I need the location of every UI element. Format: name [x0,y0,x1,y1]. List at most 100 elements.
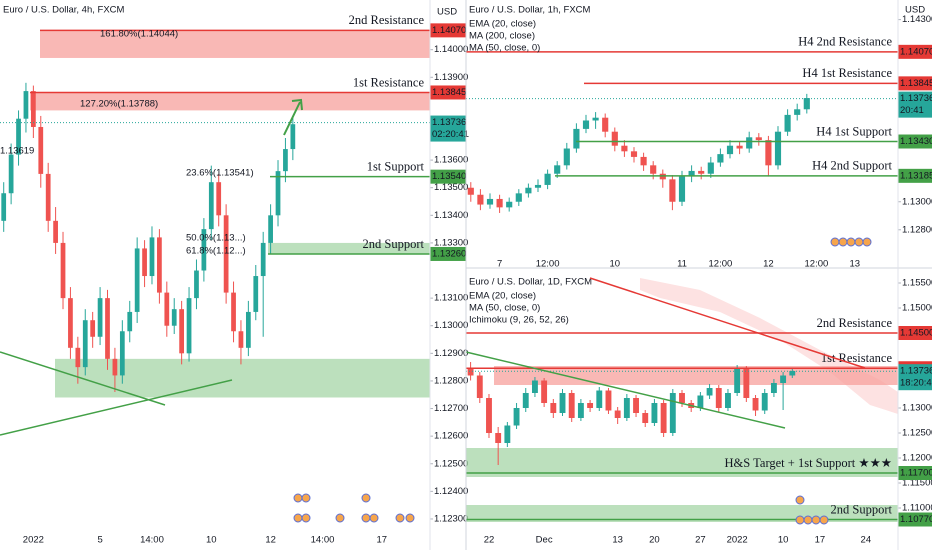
zone [466,505,898,522]
x-tick-label: 7 [497,259,502,270]
x-tick-label: 10 [610,259,621,270]
annotation: 127.20%(1.13788) [80,99,158,110]
last-price-tag [898,91,932,118]
price-tag-label: 1.13185 [900,170,932,181]
candle-body [630,151,638,157]
y-tick-label: 1.13000 [902,403,932,414]
candle-body [283,149,288,172]
candle-body [68,298,73,348]
y-tick-label: 1.13600 [434,155,468,166]
zone [466,448,898,477]
price-tag-label: 1.14500 [900,328,932,339]
last-price-tag [898,364,932,391]
y-tick-label: 1.12300 [434,513,468,524]
candle-body [651,403,658,423]
candle-body [245,311,251,348]
candle-body [794,109,801,115]
candle-body [554,165,561,174]
indicator-legend: EMA (20, close) [469,291,536,302]
candle-body [134,248,140,312]
candle-body [30,91,36,127]
candle-body [736,145,743,149]
price-tag-label: 1.14070 [432,25,466,36]
candle-body [707,162,714,174]
candle-body [568,393,575,418]
level-name: 2nd Support [363,237,425,251]
candle-body [642,413,649,423]
candle-body [582,120,590,129]
last-price-label: 1.13736 [900,366,932,377]
price-tag [898,44,932,59]
candle-body [275,171,281,216]
x-tick-label: Dec [536,535,553,546]
candle-body [789,371,796,376]
candle-body [90,320,96,337]
x-tick-label: 24 [861,535,872,546]
y-tick-label: 1.12400 [434,486,468,497]
price-tag [898,76,932,91]
candle-body [186,298,192,354]
candle-body [1,193,7,221]
zone [30,92,430,111]
price-tag-label: 1.10770 [900,514,932,525]
x-tick-label: 20 [649,535,660,546]
candle-body [179,309,185,354]
x-tick-label: 12:00 [536,259,560,270]
candle-body [75,347,81,368]
candle-body [105,298,110,359]
candle-body [770,383,777,393]
ichimoku-cloud [640,278,898,414]
price-tag [430,169,466,184]
candle-body [201,229,207,271]
candle-body [23,91,29,119]
y-tick-label: 1.13500 [434,182,468,193]
y-tick-label: 1.13400 [434,210,468,221]
candle-body [698,170,705,174]
candle-body [587,403,594,408]
candle-body [765,140,772,166]
candle-body [223,215,229,293]
y-tick-label: 1.12000 [902,453,932,464]
y-tick-label: 1.12800 [902,224,932,235]
candle-body [53,220,58,243]
annotation: 1.13619 [0,146,34,157]
x-tick-label: 14:00 [140,535,164,546]
x-tick-label: 17 [377,535,388,546]
candle-body [541,380,548,403]
candle-body [602,117,609,132]
countdown: 02:20:41 [432,129,469,140]
candle-body [504,425,511,443]
panel-title: Euro / U.S. Dollar, 1h, FXCM [469,5,591,16]
candle-body [290,124,296,150]
y-tick-label: 1.12600 [434,431,468,442]
price-tag [898,168,932,183]
candle-body [573,128,580,149]
candle-body [231,292,236,332]
event-icons [293,237,872,525]
annotation: 23.6%(1.13541) [186,168,254,179]
candle-body [660,403,667,433]
annotation: 50.0%(1.13...) [186,233,246,244]
price-tag-label: 1.13540 [432,171,466,182]
level-name: H&S Target + 1st Support ★★★ [725,456,892,470]
level-name: H4 1st Resistance [802,66,892,80]
candle-body [669,179,676,202]
y-tick-label: 1.14300 [902,14,932,25]
candle-body [496,198,503,208]
candle-body [253,276,259,312]
x-tick-label: 13 [612,535,623,546]
indicator-legend: MA (50, close, 0) [469,43,540,54]
marks: 1.14000 1.13900 1.13600 1.13500 1.13400 1.133… [0,5,932,546]
candle-body [678,176,686,202]
candle-body [550,403,557,413]
indicator-legend: MA (200, close) [469,31,535,42]
candle-body [149,237,155,277]
y-tick-label: 1.13000 [902,196,932,207]
level-name: 2nd Resistance [817,316,893,330]
price-tag-label: 1.14070 [900,46,932,57]
candle-body [774,131,782,166]
candle-body [669,393,676,433]
candle-body [268,215,273,243]
zone [55,358,430,398]
candle-body [38,126,44,174]
